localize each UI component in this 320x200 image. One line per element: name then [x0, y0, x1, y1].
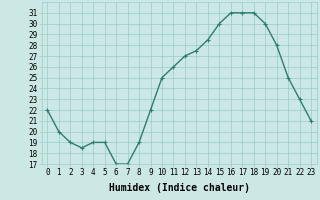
X-axis label: Humidex (Indice chaleur): Humidex (Indice chaleur)	[109, 183, 250, 193]
